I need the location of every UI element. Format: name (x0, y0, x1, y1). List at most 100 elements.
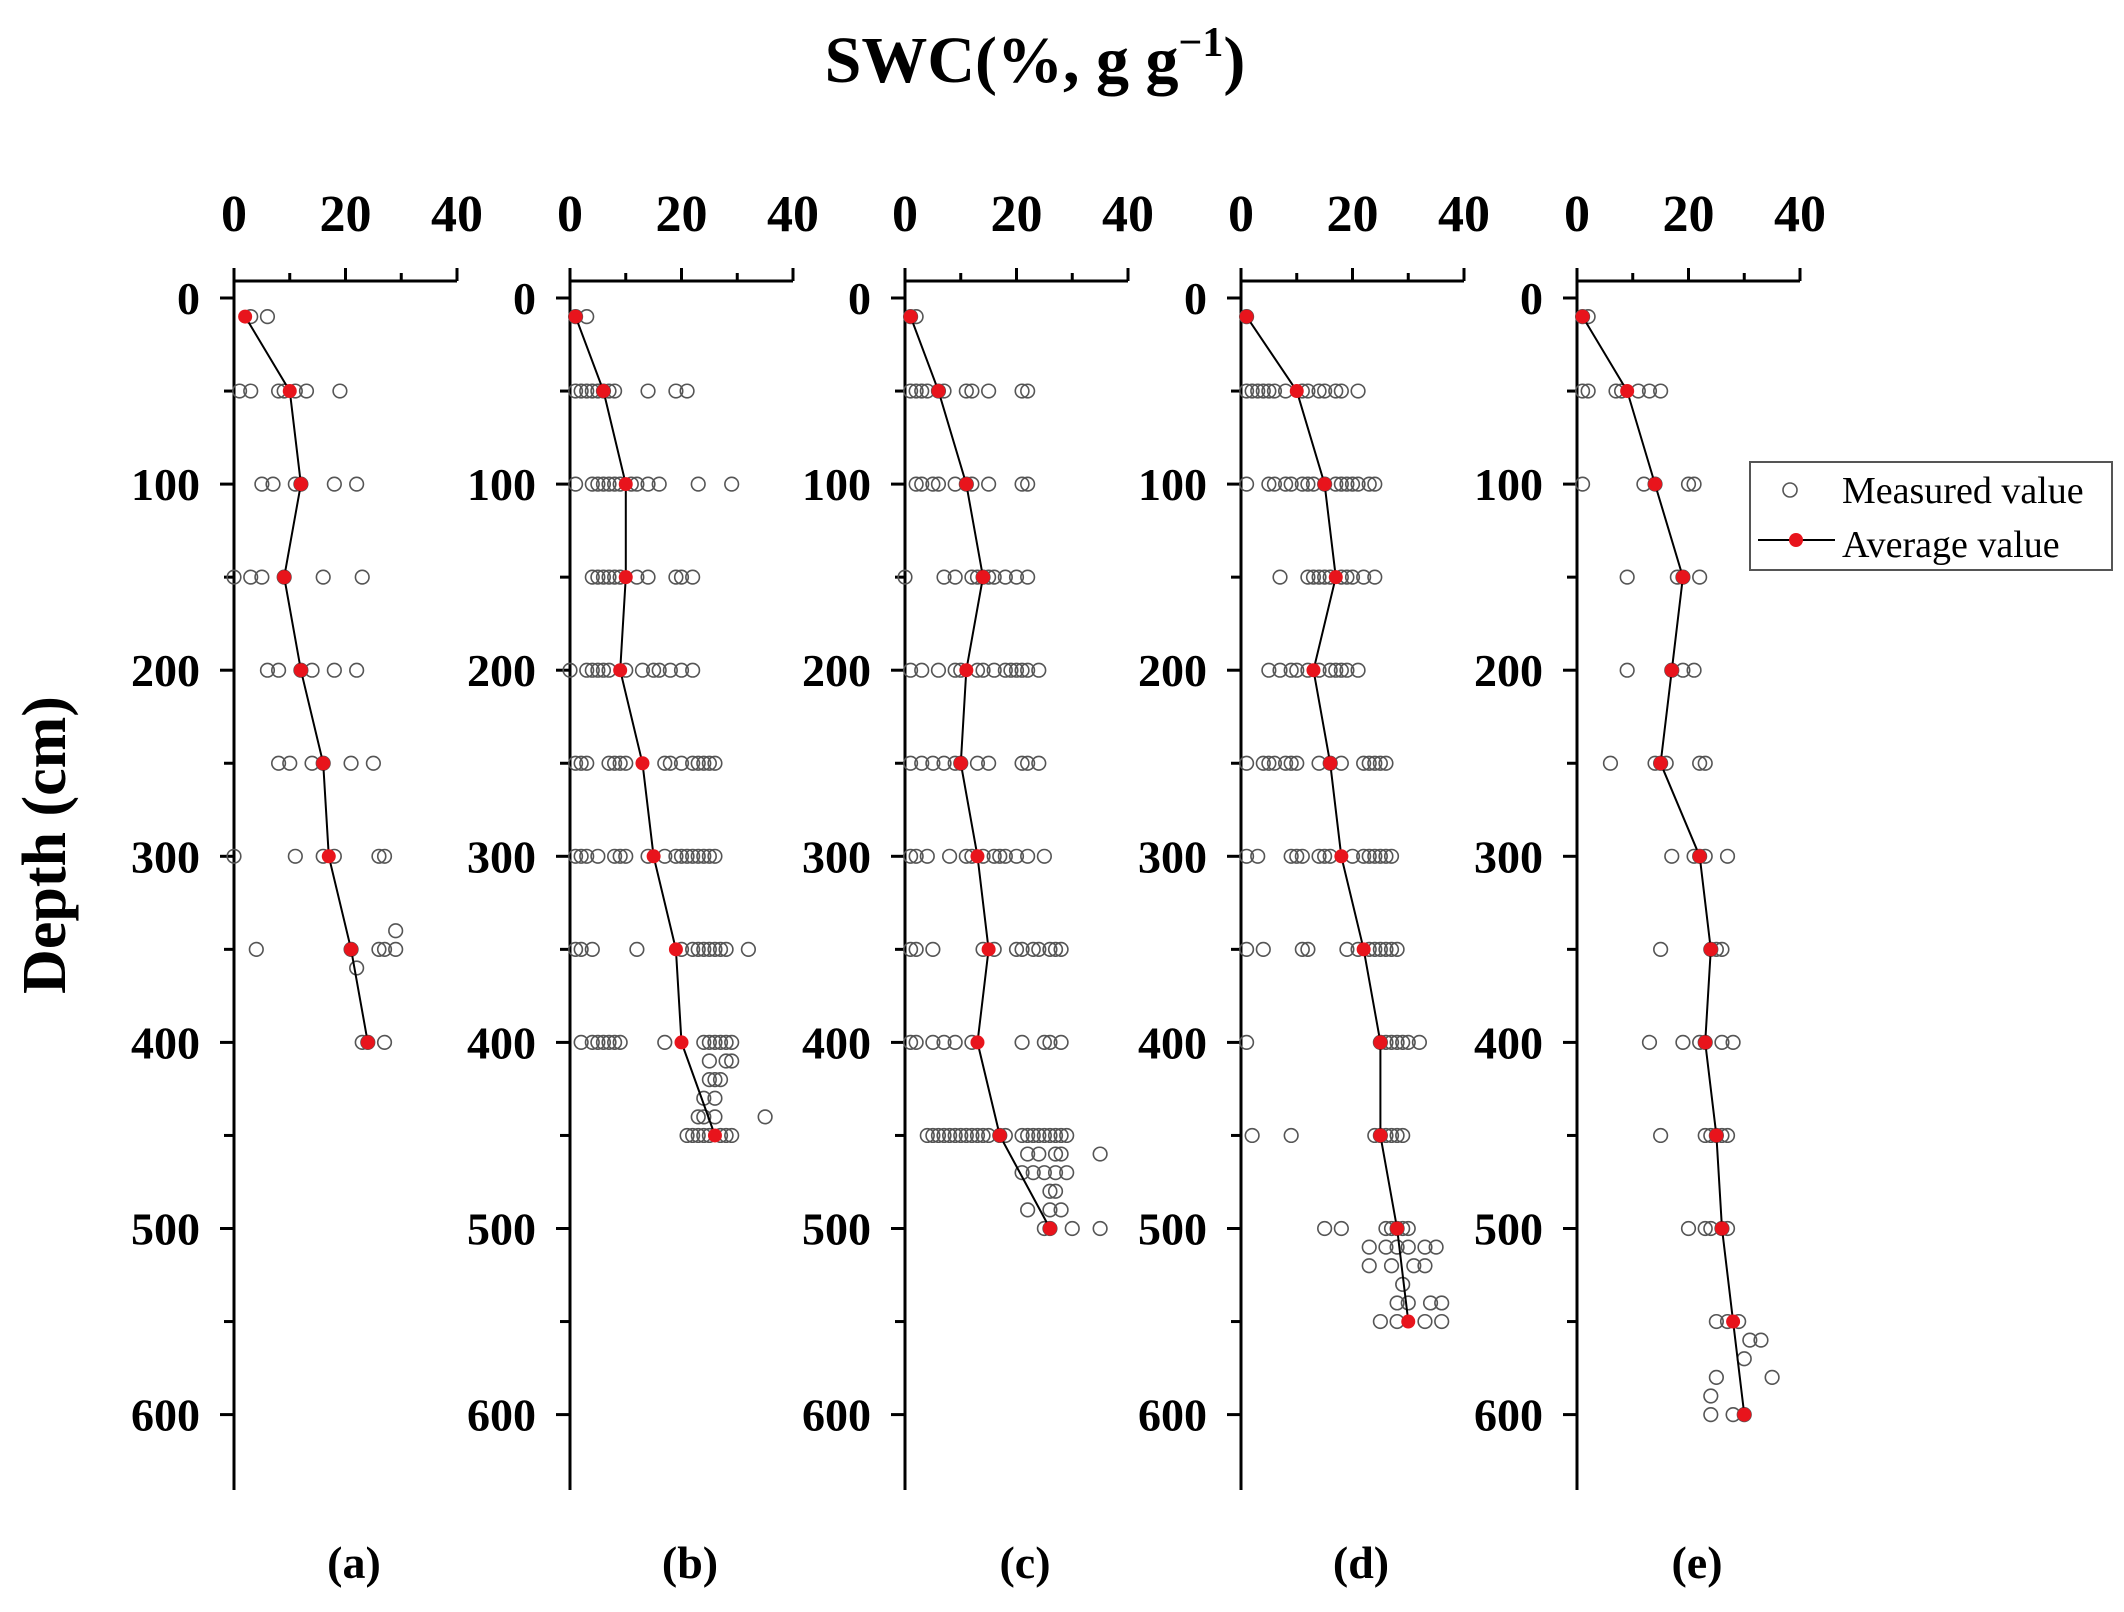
measured-point (231, 383, 248, 399)
measured-point (595, 569, 612, 585)
measured-point (1294, 476, 1310, 492)
measured-point (701, 1053, 717, 1069)
average-point (1692, 849, 1707, 864)
measured-point (1378, 941, 1394, 957)
measured-point (1350, 383, 1366, 399)
measured-point (1036, 1165, 1052, 1181)
measured-point (1020, 476, 1036, 492)
x-tick-label: 40 (1774, 186, 1826, 243)
average-point (1328, 570, 1343, 585)
measured-point (1703, 1406, 1719, 1423)
measured-point (651, 662, 667, 678)
measured-point (981, 383, 997, 399)
measured-point (1356, 848, 1372, 864)
measured-point (259, 309, 276, 325)
measured-point (612, 848, 628, 864)
measured-point (1328, 383, 1344, 399)
measured-point (1417, 1258, 1433, 1274)
measured-point (1422, 1295, 1439, 1311)
y-tick-label: 300 (1138, 831, 1207, 882)
measured-point (573, 383, 589, 399)
measured-point (618, 755, 634, 771)
measured-point (707, 848, 723, 864)
y-tick-label: 600 (131, 1390, 200, 1441)
measured-point (1641, 1034, 1658, 1050)
measured-point (1261, 662, 1277, 678)
measured-point (579, 383, 595, 399)
measured-point (1641, 383, 1658, 399)
measured-point (562, 662, 578, 678)
measured-point (590, 848, 606, 864)
measured-point (997, 662, 1013, 678)
measured-point (925, 1034, 941, 1050)
measured-point (1020, 755, 1036, 771)
measured-point (1619, 569, 1635, 585)
average-point (316, 756, 331, 771)
x-tick-label: 20 (1327, 186, 1379, 243)
measured-point (1372, 755, 1388, 771)
measured-point (902, 941, 919, 957)
measured-point (298, 383, 315, 399)
measured-point (1305, 569, 1322, 585)
measured-point (243, 383, 259, 399)
measured-point (1244, 1127, 1260, 1144)
y-tick-label: 500 (802, 1204, 871, 1255)
measured-point (1378, 755, 1394, 771)
measured-point (606, 755, 623, 771)
y-tick-label: 0 (848, 273, 871, 324)
average-line (1581, 316, 1746, 1415)
measured-point (1261, 755, 1277, 771)
measured-point (919, 1127, 935, 1144)
measured-point (573, 755, 589, 771)
measured-point (1580, 383, 1596, 399)
measured-point (1277, 755, 1294, 771)
measured-point (1753, 1332, 1769, 1348)
measured-point (584, 569, 600, 585)
average-point (970, 849, 985, 864)
measured-point (282, 755, 298, 771)
measured-point (947, 1034, 963, 1050)
measured-point (1339, 476, 1355, 492)
measured-point (590, 476, 606, 492)
x-tick-label: 40 (1102, 186, 1154, 243)
measured-point (1014, 662, 1030, 678)
average-point (360, 1035, 375, 1050)
measured-point (1317, 383, 1333, 399)
average-point (618, 477, 633, 492)
measured-point (248, 941, 264, 957)
measured-point (958, 383, 974, 399)
measured-point (584, 941, 600, 957)
measured-point (936, 569, 952, 585)
x-tick-label: 20 (656, 186, 708, 243)
average-point (1317, 477, 1332, 492)
y-tick-label: 600 (802, 1390, 871, 1441)
measured-point (668, 383, 684, 399)
measured-point (1686, 476, 1702, 492)
measured-point (992, 848, 1008, 864)
measured-point (685, 662, 701, 678)
measured-point (1261, 383, 1277, 399)
average-point (238, 309, 253, 324)
legend-average-marker (1789, 533, 1803, 547)
measured-point (981, 476, 997, 492)
measured-point (1036, 1127, 1052, 1144)
measured-point (707, 1090, 723, 1106)
measured-point (1047, 1183, 1064, 1199)
measured-point (1692, 755, 1708, 771)
measured-point (1031, 755, 1047, 771)
measured-point (1255, 941, 1271, 957)
measured-point (1283, 848, 1299, 864)
measured-point (1036, 848, 1052, 864)
y-tick-label: 600 (1474, 1390, 1543, 1441)
measured-point (1020, 1127, 1036, 1144)
measured-point (1289, 848, 1305, 864)
measured-point (1059, 1127, 1075, 1144)
measured-point (662, 755, 678, 771)
measured-point (1031, 941, 1047, 957)
measured-point (690, 1109, 706, 1125)
x-tick-label: 0 (557, 186, 583, 243)
measured-point (925, 1127, 941, 1144)
average-point (635, 756, 650, 771)
average-point (903, 309, 918, 324)
